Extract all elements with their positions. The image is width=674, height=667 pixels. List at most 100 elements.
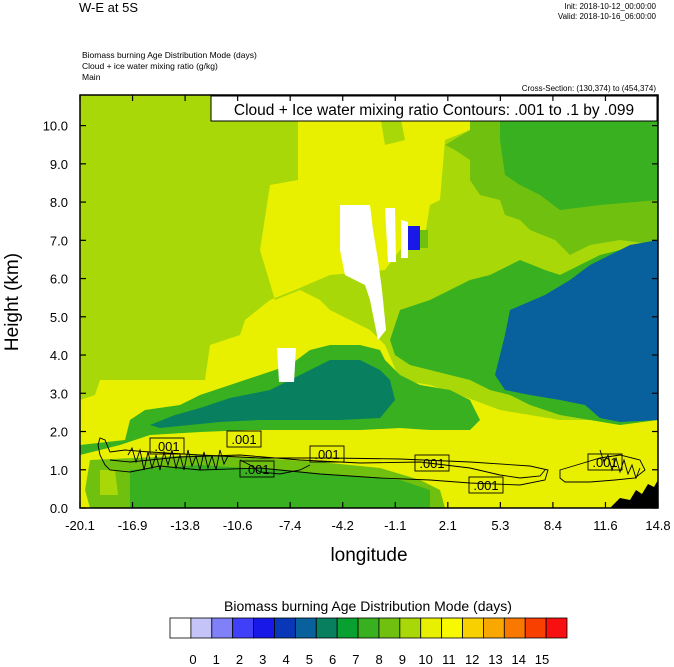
contour-label: .001 [473, 478, 498, 493]
colorbar-labels: 0 1 2 3 4 5 6 7 8 9 10 11 12 13 14 15 [189, 652, 549, 667]
region-white-hole-1 [340, 205, 386, 340]
colorbar-swatch [399, 617, 422, 639]
x-tick-label: -20.1 [65, 518, 95, 533]
contour-label: .001 [592, 455, 617, 470]
field-label-3: Main [82, 72, 101, 82]
x-axis: -20.1 -16.9 -13.8 -10.6 -7.4 -4.2 -1.1 2.1 5.3 8.… [65, 95, 671, 533]
init-time: Init: 2018-10-12_00:00:00 [564, 2, 656, 11]
region-blue-streak [408, 226, 420, 250]
contour-label: .001 [231, 432, 256, 447]
x-tick-label: 2.1 [439, 518, 457, 533]
y-tick-label: 1.0 [50, 463, 68, 478]
colorbar-swatch [169, 617, 192, 639]
colorbar-swatch [190, 617, 213, 639]
region-patch-top [380, 115, 405, 145]
region-white-hole-4 [401, 220, 408, 258]
contour-title-box [210, 95, 658, 122]
x-tick-label: -10.6 [223, 518, 253, 533]
y-tick-label: 7.0 [50, 233, 68, 248]
y-tick-label: 6.0 [50, 272, 68, 287]
x-tick-label: 8.4 [544, 518, 562, 533]
colorbar [169, 617, 568, 639]
colorbar-swatch [524, 617, 547, 639]
contour-label-box [309, 445, 345, 463]
colorbar-label: 3 [259, 652, 266, 667]
colorbar-label: 8 [376, 652, 383, 667]
y-tick-label: 2.0 [50, 425, 68, 440]
contour-label: .001 [314, 447, 339, 462]
y-tick-label: 10.0 [43, 119, 68, 134]
region-white-hole-3 [385, 208, 396, 262]
field-label-1: Biomass burning Age Distribution Mode (d… [82, 50, 257, 60]
field-label-2: Cloud + ice water mixing ratio (g/kg) [82, 61, 218, 71]
colorbar-swatch [336, 617, 359, 639]
contour-label: .001 [244, 462, 269, 477]
colorbar-swatch [378, 617, 401, 639]
x-tick-label: 5.3 [491, 518, 509, 533]
y-tick-label: 9.0 [50, 157, 68, 172]
region-upper-left [80, 95, 298, 390]
contour-label-box [149, 437, 185, 455]
y-tick-label: 5.0 [50, 310, 68, 325]
region-upper-right-dark [500, 95, 658, 210]
x-tick-label: -16.9 [118, 518, 148, 533]
contour-label-box [587, 453, 623, 471]
colorbar-swatch [441, 617, 463, 639]
age-field [80, 95, 658, 508]
colorbar-label: 2 [236, 652, 243, 667]
colorbar-label: 12 [465, 652, 479, 667]
colorbar-label: 6 [329, 652, 336, 667]
region-patch-left [100, 470, 118, 495]
colorbar-label: 1 [213, 652, 220, 667]
contour-labels: .001 .001 .001 .001 .001 .001 .001 [149, 430, 623, 494]
colorbar-label: 0 [189, 652, 196, 667]
colorbar-swatch [232, 617, 254, 639]
colorbar-label: 10 [418, 652, 432, 667]
colorbar-label: 15 [535, 652, 549, 667]
region-lower-green [130, 465, 430, 508]
colorbar-label: 13 [488, 652, 502, 667]
y-axis-label: Height (km) [2, 253, 23, 351]
contour-label-box [226, 430, 262, 448]
colorbar-swatch [211, 617, 234, 639]
y-tick-label: 3.0 [50, 386, 68, 401]
contour-label-box [468, 476, 504, 494]
region-white-hole-2 [277, 348, 296, 382]
y-axis: 0.0 1.0 2.0 3.0 4.0 5.0 6.0 7.0 8.0 9.0 10.0 [43, 119, 658, 516]
x-tick-label: -4.2 [332, 518, 354, 533]
colorbar-label: 7 [352, 652, 359, 667]
terrain [610, 480, 658, 508]
contour-label-box [239, 460, 275, 478]
x-tick-label: -7.4 [279, 518, 301, 533]
colorbar-swatch [253, 617, 275, 639]
colorbar-swatch [503, 617, 526, 639]
y-tick-label: 4.0 [50, 348, 68, 363]
x-axis-label: longitude [330, 545, 407, 566]
region-teal [495, 240, 658, 422]
x-tick-label: 11.6 [593, 518, 617, 533]
colorbar-swatch [462, 617, 484, 639]
x-tick-label: 14.8 [645, 518, 670, 533]
region-dark-green [150, 360, 395, 428]
valid-time: Valid: 2018-10-16_06:00:00 [557, 12, 656, 21]
colorbar-swatch [315, 617, 338, 639]
colorbar-label: 14 [511, 652, 525, 667]
chart-title: W-E at 5S [79, 0, 139, 15]
contour-label-box [414, 454, 450, 472]
y-tick-label: 8.0 [50, 195, 68, 210]
colorbar-label: 4 [282, 652, 289, 667]
colorbar-swatch [545, 617, 568, 639]
x-tick-label: -13.8 [170, 518, 200, 533]
colorbar-swatch [274, 617, 296, 639]
y-tick-label: 0.0 [50, 501, 68, 516]
contour-label: .001 [419, 456, 444, 471]
contours [97, 437, 646, 486]
colorbar-swatch [483, 617, 505, 639]
colorbar-label: 9 [399, 652, 406, 667]
colorbar-title: Biomass burning Age Distribution Mode (d… [224, 598, 512, 614]
colorbar-label: 5 [306, 652, 313, 667]
colorbar-label: 11 [442, 652, 456, 667]
cross-section-label: Cross-Section: (130,374) to (454,374) [521, 84, 656, 93]
plot-frame [79, 94, 659, 509]
